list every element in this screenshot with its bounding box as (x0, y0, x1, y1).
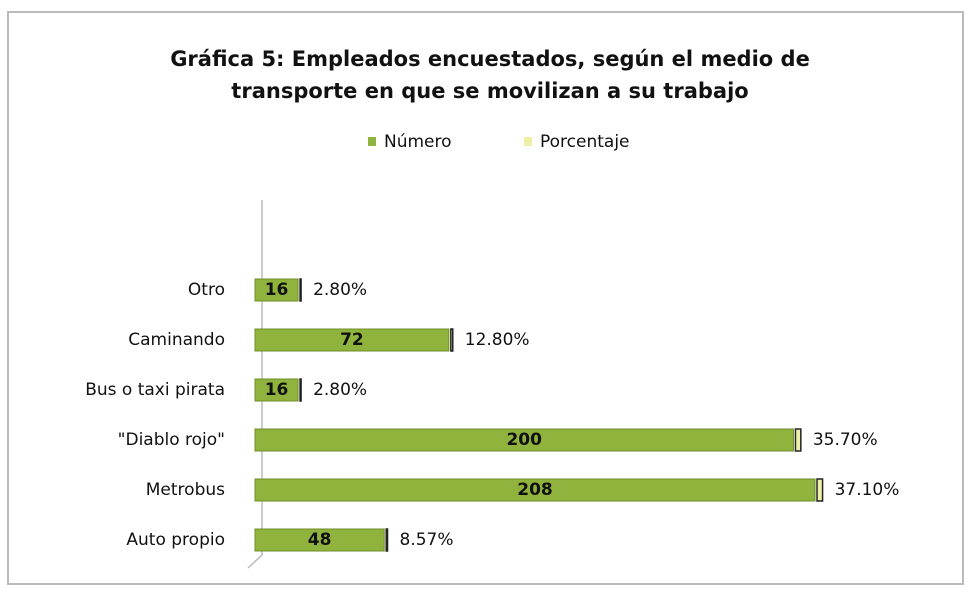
bar (299, 378, 302, 402)
data-label: 48 (308, 530, 332, 550)
data-label: 16 (265, 380, 289, 400)
chart-title: Gráfica 5: Empleados encuestados, según … (170, 47, 810, 71)
bar (254, 428, 794, 452)
bar (816, 478, 824, 502)
data-label: 16 (265, 280, 289, 300)
bar (254, 328, 450, 352)
bar (794, 428, 802, 452)
data-label: 35.70% (813, 430, 878, 450)
legend-swatch (368, 137, 376, 146)
bar (254, 378, 299, 402)
bar (254, 278, 299, 302)
bar (450, 328, 454, 352)
y-tick-label: Bus o taxi pirata (85, 380, 225, 400)
y-tick-label: "Diablo rojo" (118, 430, 225, 450)
data-label: 2.80% (313, 380, 367, 400)
legend-label: Número (384, 132, 452, 152)
bar (254, 528, 385, 552)
y-tick-label: Caminando (128, 330, 225, 350)
chart-title: transporte en que se movilizan a su trab… (231, 79, 748, 103)
data-label: 200 (506, 430, 542, 450)
axis-line (247, 200, 263, 569)
legend-label: Porcentaje (540, 132, 630, 152)
data-label: 2.80% (313, 280, 367, 300)
legend-swatch (524, 137, 532, 146)
bar (385, 528, 389, 552)
y-tick-label: Otro (188, 280, 225, 300)
data-label: 12.80% (465, 330, 530, 350)
bar (254, 478, 816, 502)
data-label: 8.57% (400, 530, 454, 550)
y-tick-label: Metrobus (146, 480, 225, 500)
data-label: 72 (340, 330, 364, 350)
bar (299, 278, 302, 302)
y-tick-label: Auto propio (126, 530, 225, 550)
data-label: 37.10% (835, 480, 900, 500)
data-label: 208 (517, 480, 553, 500)
